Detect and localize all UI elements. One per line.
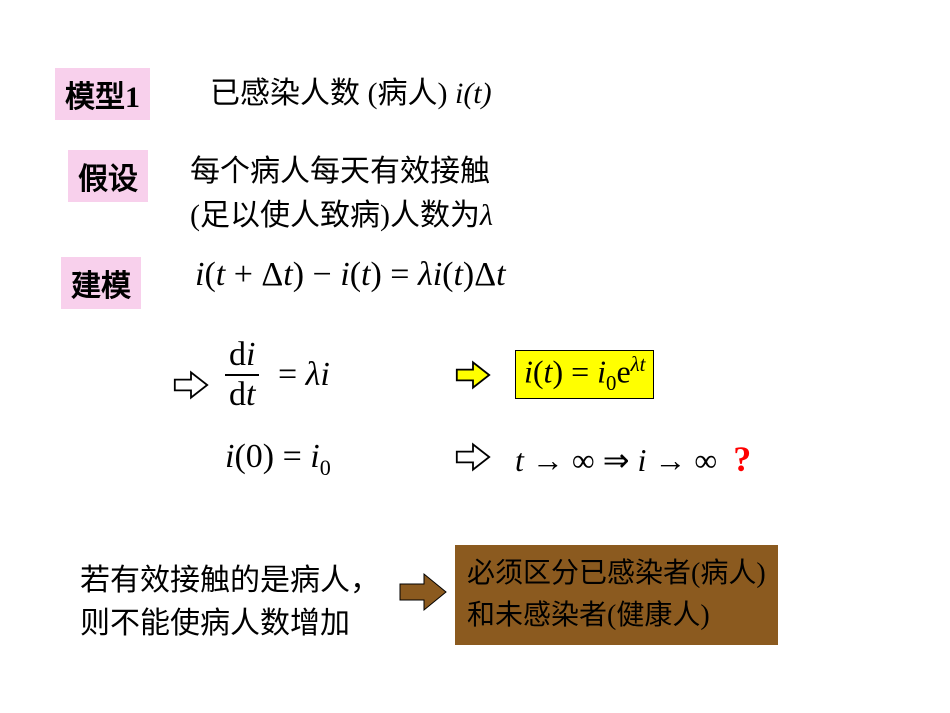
modeling-label: 建模 [61,257,141,309]
bottom-left-l2: 则不能使病人数增加 [80,598,350,642]
question-mark: ? [733,439,751,479]
arrow-right-thick-icon [398,570,448,614]
brown-l2: 和未感染者(健康人) [467,595,766,637]
model-label: 模型1 [55,68,150,120]
row1-text: 已感染人数 (病人) i(t) [210,68,492,112]
arrow-right-icon-3 [455,442,491,472]
brown-l1: 必须区分已感染者(病人) [467,553,766,595]
arrow-right-icon-2 [455,360,491,390]
assumption-line2a: (足以使人致病)人数为 [190,199,480,232]
eq3-sub: 0 [320,455,331,480]
bottom-left-l1: 若有效接触的是病人， [80,555,380,599]
limit-expression: t → ∞ ⇒ i → ∞ ? [515,438,751,480]
row1-math: i(t) [455,77,492,110]
assumption-label: 假设 [68,150,148,202]
row1-text-span: 已感染人数 (病人) [210,77,455,110]
assumption-line2: (足以使人致病)人数为λ [190,190,493,234]
equation-3: i(0) = i0 [225,438,331,481]
equation-2: di dt = λi [225,336,330,414]
solution-box: i(t) = i0eλt [515,350,654,399]
arrow-right-icon [173,370,209,400]
equation-1: i(t + Δt) − i(t) = λi(t)Δt [195,256,506,294]
assumption-line1: 每个病人每天有效接触 [190,146,490,190]
conclusion-box: 必须区分已感染者(病人) 和未感染者(健康人) [455,545,778,645]
assumption-line2b: λ [480,199,493,232]
yellow-sub: 0 [606,372,616,395]
yellow-exp: λt [631,353,646,376]
